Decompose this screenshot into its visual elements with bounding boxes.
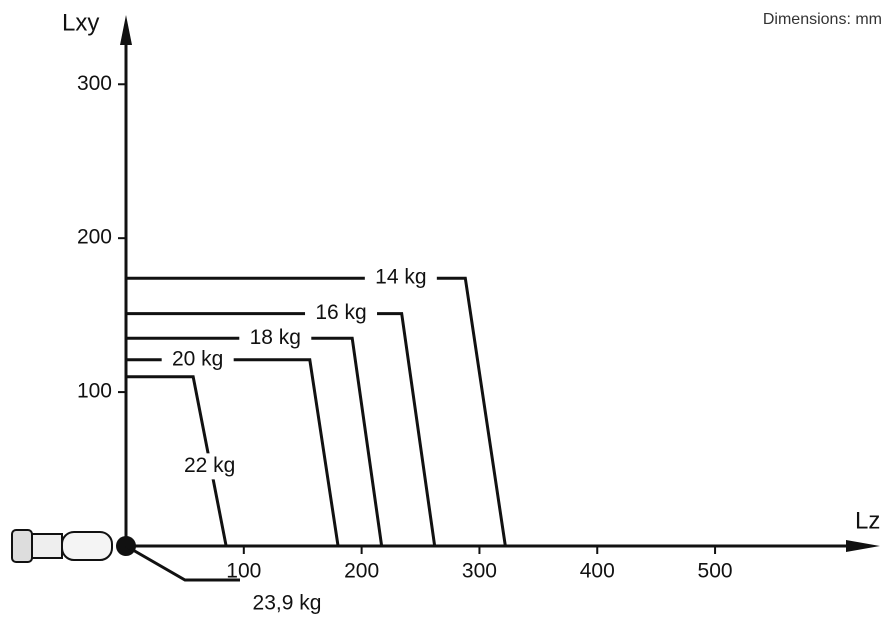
gripper-icon: [12, 530, 136, 562]
x-tick-label: 300: [462, 560, 497, 583]
note: Dimensions: mm: [763, 11, 882, 28]
y-tick-label: 100: [77, 380, 112, 403]
y-tick-label: 200: [77, 226, 112, 249]
x-tick-label: 100: [226, 560, 261, 583]
curve-label: 16 kg: [315, 301, 366, 324]
y-axis-label: Lxy: [62, 9, 99, 36]
curve-label: 22 kg: [184, 454, 235, 477]
annotation: 23,9 kg: [253, 592, 322, 615]
x-axis-label: Lz: [855, 507, 880, 534]
chart: Dimensions: mm Lxy Lz 23,9 kg 100 200 300 1…: [0, 0, 889, 617]
curve-label: 14 kg: [375, 266, 426, 289]
y-axis-arrow: [120, 15, 132, 45]
x-tick-label: 200: [344, 560, 379, 583]
y-tick-label: 300: [77, 72, 112, 95]
curve-label: 20 kg: [172, 347, 223, 370]
curve-label: 18 kg: [250, 326, 301, 349]
x-axis-arrow: [846, 540, 880, 552]
annotation-leader: [126, 546, 240, 580]
load-curve: [126, 360, 338, 546]
x-tick-label: 400: [580, 560, 615, 583]
x-tick-label: 500: [698, 560, 733, 583]
